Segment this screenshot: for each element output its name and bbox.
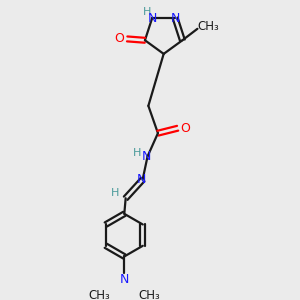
Text: N: N	[171, 12, 180, 25]
Text: N: N	[142, 150, 151, 163]
Text: N: N	[120, 273, 129, 286]
Text: CH₃: CH₃	[89, 289, 111, 300]
Text: CH₃: CH₃	[197, 20, 219, 33]
Text: O: O	[180, 122, 190, 135]
Text: H: H	[143, 7, 152, 17]
Text: N: N	[147, 12, 157, 25]
Text: O: O	[115, 32, 124, 45]
Text: CH₃: CH₃	[138, 289, 160, 300]
Text: H: H	[111, 188, 119, 198]
Text: H: H	[133, 148, 141, 158]
Text: N: N	[136, 173, 146, 186]
